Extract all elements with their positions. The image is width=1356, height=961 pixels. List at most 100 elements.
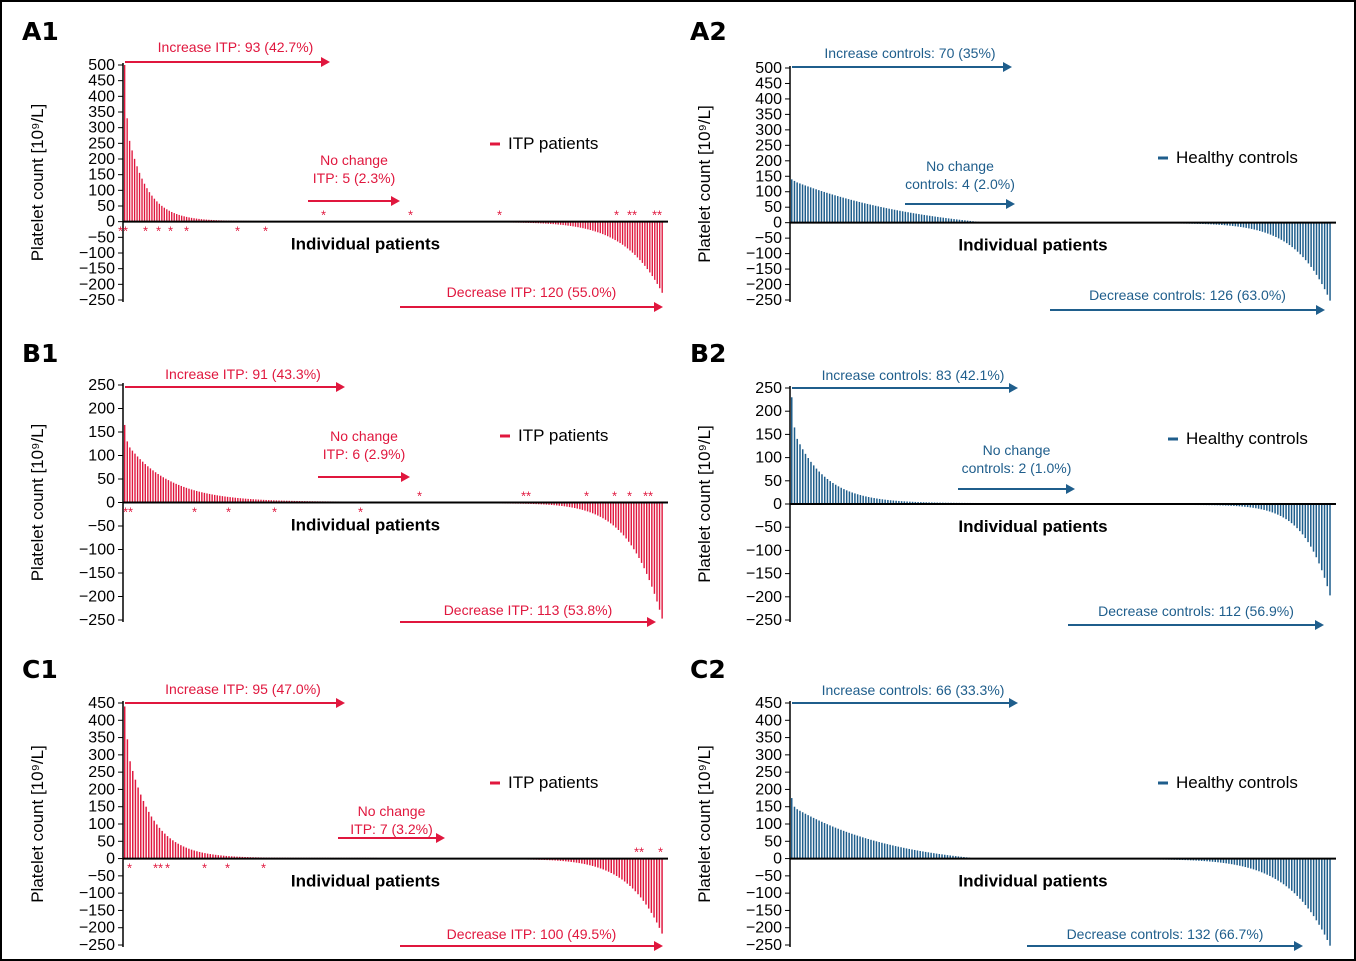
bar (233, 856, 236, 859)
bar (801, 184, 804, 223)
bar (622, 502, 625, 536)
bar (845, 831, 848, 859)
bar (629, 858, 631, 886)
bar (1296, 504, 1298, 529)
bar (219, 495, 221, 503)
bar (1230, 858, 1233, 865)
bar (599, 502, 602, 517)
legend-label: ITP patients (518, 426, 608, 445)
bar (586, 502, 589, 512)
bar (927, 852, 930, 859)
bar (656, 502, 658, 602)
bar (653, 502, 656, 594)
y-tick-label: 100 (755, 816, 782, 833)
bar (612, 502, 614, 526)
bar (1252, 504, 1254, 508)
bar (801, 449, 804, 504)
y-tick-label: −250 (79, 612, 115, 629)
significance-star: * (612, 489, 617, 504)
panels-layer: A1−250−200−150−100−500501001502002503003… (22, 17, 1336, 954)
bar (185, 487, 188, 503)
legend-label: ITP patients (508, 134, 598, 153)
bar (222, 855, 225, 859)
bar (190, 489, 193, 503)
bar (579, 502, 581, 510)
bar (654, 221, 656, 280)
legend-label: Healthy controls (1176, 773, 1298, 792)
bar (270, 500, 272, 503)
bar (556, 502, 558, 506)
bar (1241, 504, 1243, 507)
bar (880, 206, 882, 223)
bar (579, 221, 582, 228)
bar (911, 501, 914, 504)
bar (1219, 858, 1222, 863)
bar (1323, 858, 1326, 935)
legend-label: ITP patients (508, 773, 598, 792)
y-tick-label: −50 (755, 519, 782, 536)
bar (572, 221, 574, 227)
bar (886, 844, 889, 859)
bar (149, 468, 152, 503)
bar (158, 203, 161, 222)
y-tick-label: 0 (106, 214, 115, 231)
bar (252, 499, 254, 503)
bar (1237, 222, 1239, 227)
bar (937, 216, 939, 223)
bar (214, 494, 216, 503)
y-tick-label: 0 (106, 851, 115, 868)
bar (594, 221, 596, 232)
bar (876, 498, 878, 504)
bar (129, 447, 131, 503)
bar (1266, 858, 1268, 875)
bar (565, 858, 567, 862)
bar (911, 849, 913, 859)
bar (545, 502, 548, 505)
y-tick-label: 450 (88, 73, 115, 90)
bar (584, 221, 587, 229)
bar (931, 216, 934, 223)
bar (659, 221, 661, 289)
y-tick-label: 50 (764, 473, 782, 490)
bar (956, 219, 958, 223)
y-tick-label: −50 (88, 518, 115, 535)
bar (1225, 858, 1227, 864)
y-tick-label: 100 (88, 182, 115, 199)
bar (621, 221, 624, 245)
bar (180, 845, 182, 859)
y-axis-title: Platelet count [10⁹/L] (695, 425, 714, 583)
bar (892, 845, 894, 859)
bar (641, 221, 644, 263)
bar (897, 846, 900, 859)
bar (858, 201, 861, 223)
bar (198, 851, 201, 859)
bar (148, 811, 150, 859)
bar (1234, 222, 1237, 227)
bar (169, 838, 171, 859)
bar (639, 858, 642, 898)
bar (866, 203, 869, 223)
bar (151, 195, 153, 222)
y-tick-label: −200 (746, 920, 782, 937)
bar (938, 853, 941, 859)
bar (584, 502, 586, 511)
bar (1236, 858, 1238, 866)
bar (859, 495, 862, 504)
bar (874, 205, 877, 223)
y-tick-label: −150 (746, 902, 782, 919)
bar (1214, 858, 1217, 863)
nochange-label-line1: No change (926, 158, 994, 174)
bar (1294, 222, 1296, 250)
significance-star: * (358, 505, 363, 520)
y-tick-label: 300 (88, 747, 115, 764)
bar (796, 438, 798, 504)
bar (232, 497, 234, 503)
bar (583, 858, 586, 865)
bar (926, 215, 928, 223)
bar (175, 483, 177, 503)
nochange-arrow-head (401, 472, 410, 482)
bar (638, 502, 640, 558)
bar (658, 502, 661, 610)
bar (799, 183, 801, 223)
